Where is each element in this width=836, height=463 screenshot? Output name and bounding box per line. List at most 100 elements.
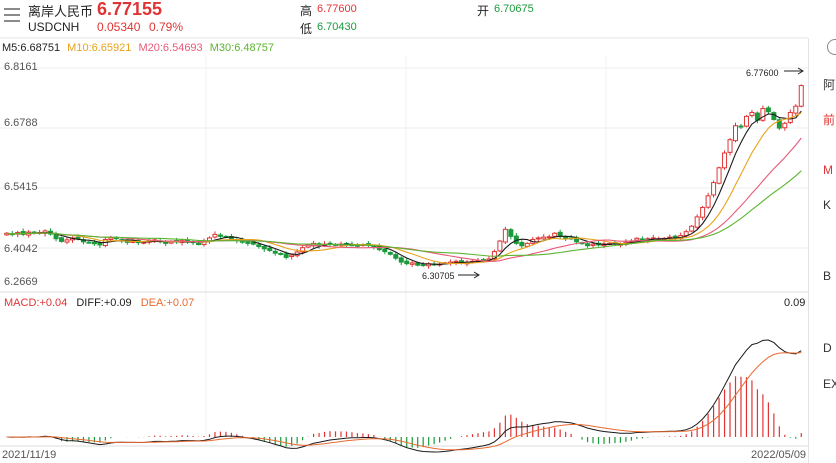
candle-body <box>738 125 744 128</box>
instrument-name: 离岸人民币 <box>28 4 94 19</box>
candle-body <box>727 139 733 153</box>
candle-body <box>508 229 514 237</box>
candle-body <box>541 236 547 240</box>
candle-body <box>722 152 728 169</box>
candle-body <box>700 207 706 218</box>
candle-body <box>782 122 788 129</box>
candle-body <box>798 85 804 107</box>
candle-body <box>524 242 530 247</box>
candle-body <box>267 247 273 251</box>
candle-body <box>75 236 81 240</box>
side-panel[interactable]: 阿 前 M K B D EX <box>808 38 836 463</box>
candle-body <box>733 125 739 142</box>
candle-body <box>278 252 284 255</box>
ma30-line <box>6 170 802 257</box>
high-label: 高 <box>300 4 313 18</box>
high-arrow-head <box>797 67 804 75</box>
candle-body <box>711 182 717 196</box>
dea-line <box>6 352 802 451</box>
candle-body <box>393 254 399 259</box>
y-tick-label: 6.5415 <box>4 181 38 193</box>
low-arrow-head <box>473 271 480 279</box>
menu-icon[interactable] <box>4 8 20 22</box>
end-date-label: 2022/05/09 <box>751 449 807 461</box>
candle-body <box>760 108 766 121</box>
candle-body <box>497 240 503 252</box>
search-icon[interactable] <box>827 39 836 55</box>
candle-body <box>705 195 711 208</box>
candle-body <box>743 115 749 127</box>
side-panel-item[interactable]: B <box>823 269 832 283</box>
candle-body <box>749 111 755 116</box>
candle-body <box>217 234 223 237</box>
start-date-label: 2021/11/19 <box>2 449 57 461</box>
candle-body <box>639 238 645 241</box>
price-annotations <box>458 67 804 279</box>
ma30-label: M30:6.48757 <box>209 42 274 54</box>
low-label: 低 <box>300 22 313 36</box>
price-change: 0.05340 <box>97 20 141 34</box>
candle-body <box>91 241 97 245</box>
candle-body <box>141 241 147 244</box>
candle-body <box>59 237 65 242</box>
candle-body <box>97 242 103 246</box>
side-panel-item[interactable]: M <box>823 163 833 177</box>
candle-body <box>289 254 295 257</box>
candle-body <box>694 216 700 228</box>
ma20-label: M20:6.54693 <box>138 42 203 54</box>
macd-label: MACD:+0.04 <box>4 297 68 309</box>
high-value: 6.77600 <box>317 3 357 15</box>
ma-legend: M5:6.68751 M10:6.65921 M20:6.54693 M30:6… <box>2 42 278 54</box>
instrument-symbol: USDCNH <box>28 20 80 34</box>
candle-body <box>689 225 695 232</box>
y-tick-label: 6.2669 <box>4 276 38 288</box>
candle-body <box>453 260 459 263</box>
moving-average-lines <box>6 110 802 265</box>
candle-body <box>250 241 256 245</box>
open-value: 6.70675 <box>494 3 534 15</box>
side-panel-item[interactable]: D <box>823 341 832 355</box>
candle-body <box>261 246 267 250</box>
candle-body <box>585 243 591 247</box>
candle-body <box>64 239 70 243</box>
candle-body <box>771 112 777 120</box>
ma10-line <box>6 112 802 265</box>
candle-body <box>212 233 218 238</box>
candle-body <box>86 241 92 244</box>
candle-body <box>382 248 388 253</box>
side-panel-item[interactable]: K <box>823 198 832 212</box>
candle-body <box>300 247 306 253</box>
candle-body <box>519 241 525 247</box>
ma5-label: M5:6.68751 <box>2 42 61 54</box>
y-tick-label: 6.8161 <box>4 61 38 73</box>
diff-label: DIFF:+0.09 <box>76 297 132 309</box>
macd-top-value: 0.09 <box>784 297 806 309</box>
candle-body <box>245 241 251 244</box>
candle-body <box>765 107 771 113</box>
candle-body <box>409 262 415 265</box>
candle-body <box>716 167 722 184</box>
candle-body <box>420 264 426 267</box>
candle-body <box>776 119 782 129</box>
low-value: 6.70430 <box>317 21 357 33</box>
candle-body <box>163 241 169 244</box>
diff-line <box>6 339 802 453</box>
y-tick-label: 6.4042 <box>4 243 38 255</box>
candle-body <box>398 257 404 263</box>
candle-body <box>272 250 278 254</box>
last-price: 6.77155 <box>97 0 163 19</box>
side-panel-item[interactable]: 前 <box>823 113 836 127</box>
candle-body <box>793 105 799 114</box>
candle-body <box>256 244 262 248</box>
candle-body <box>634 237 640 241</box>
candle-body <box>283 253 289 258</box>
candle-body <box>546 236 552 239</box>
candle-body <box>196 243 202 246</box>
candle-body <box>590 243 596 246</box>
candlestick-series <box>4 84 804 269</box>
side-panel-item[interactable]: 阿 <box>823 78 836 92</box>
side-panel-item[interactable]: EX <box>823 377 836 391</box>
open-label: 开 <box>477 4 490 18</box>
low-annotation: 6.30705 <box>422 271 455 281</box>
